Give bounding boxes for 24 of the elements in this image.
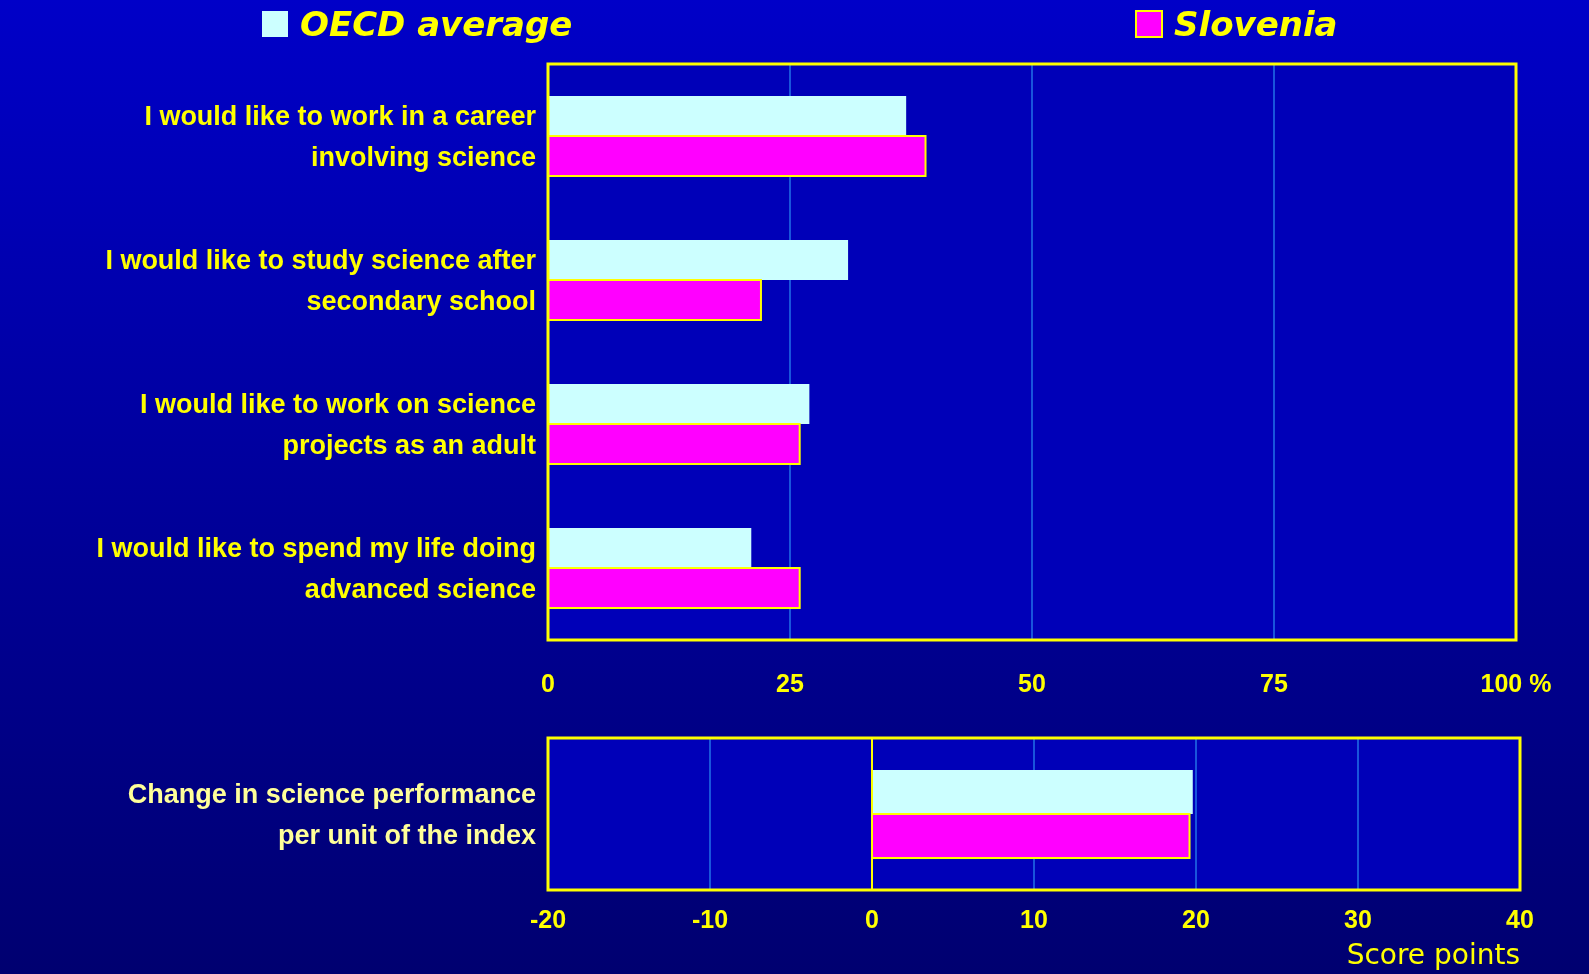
x-tick-label: 40 <box>1506 905 1534 933</box>
x-tick-label: 20 <box>1182 905 1210 933</box>
bar <box>548 528 752 568</box>
x-tick-label: 75 <box>1260 669 1288 697</box>
x-tick-label: 25 <box>776 669 804 697</box>
bar <box>548 96 907 136</box>
x-tick-label: 50 <box>1018 669 1046 697</box>
x-tick-label: 30 <box>1344 905 1372 933</box>
y-tick-label: Change in science performance per unit of the index <box>127 779 536 850</box>
bar <box>548 384 810 424</box>
y-tick-label: I would like to work on science projects as an adult <box>139 389 536 460</box>
x-tick-label: 0 <box>541 669 555 697</box>
x-tick-label: -10 <box>691 905 729 933</box>
x-tick-label: -20 <box>529 905 567 933</box>
x-tick-label: 100 % <box>1480 669 1552 697</box>
y-tick-label: I would like to spend my life doing advanced science <box>96 533 536 604</box>
legend-label: Slovenia <box>1174 4 1338 44</box>
legend-label: OECD average <box>300 4 573 44</box>
y-tick-label: I would like to work in a career involving science <box>144 101 537 172</box>
x-tick-label: 0 <box>865 905 879 933</box>
bar <box>548 240 849 280</box>
x-axis-title: Score points <box>1346 938 1520 971</box>
x-tick-label: 10 <box>1020 905 1048 933</box>
y-tick-label: I would like to study science after secondary school <box>105 245 537 316</box>
